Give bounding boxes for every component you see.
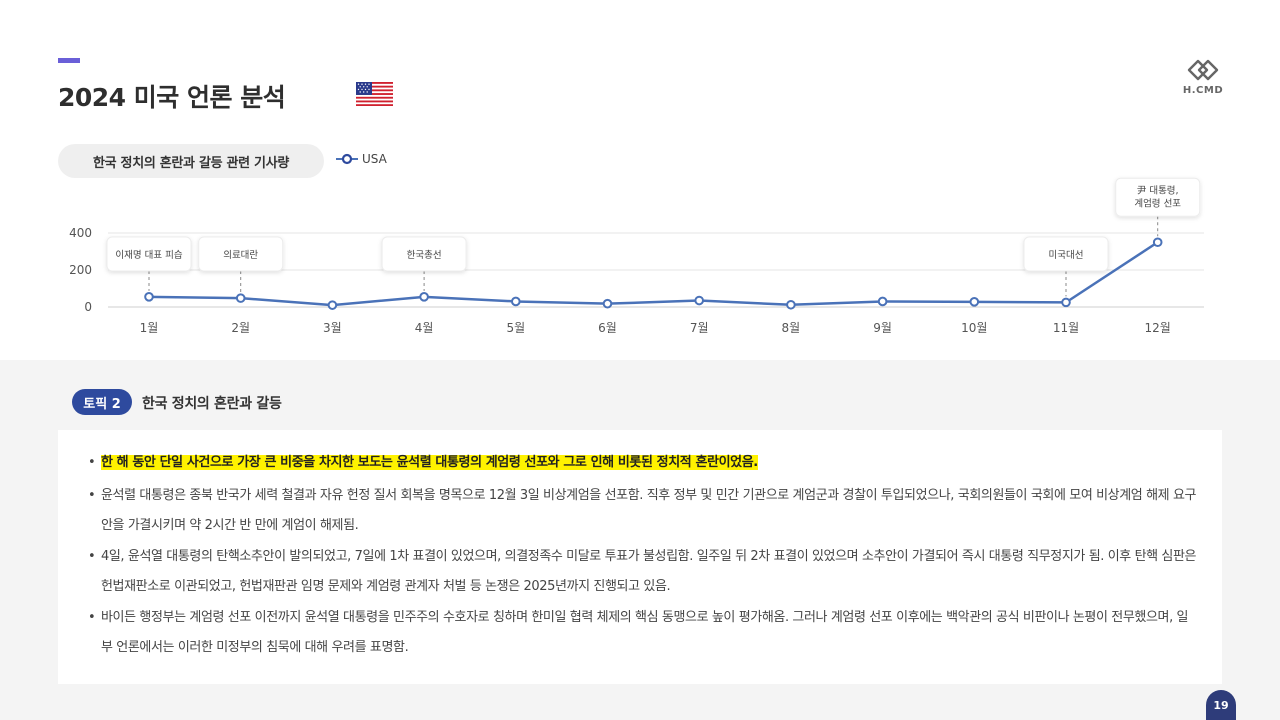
- bullet-dot-icon: •: [88, 488, 96, 503]
- bullet-dot-icon: •: [88, 549, 96, 564]
- x-tick-label: 4월: [415, 321, 434, 335]
- annotation-box: [1023, 236, 1109, 272]
- x-tick-label: 12월: [1145, 321, 1171, 335]
- x-tick-label: 11월: [1053, 321, 1079, 335]
- topic-title: 한국 정치의 혼란과 갈등: [142, 396, 282, 412]
- title-accent-bar: [58, 58, 80, 63]
- legend-label: USA: [362, 152, 387, 166]
- bullet-item: • 바이든 행정부는 계엄령 선포 이전까지 윤석열 대통령을 민주주의 수호자…: [88, 603, 1198, 663]
- data-point: [786, 299, 796, 310]
- annotation-label: 미국대선: [1049, 250, 1084, 261]
- x-tick-label: 3월: [323, 321, 342, 335]
- data-point: [602, 298, 613, 309]
- topic-badge: 토픽 2: [72, 389, 132, 415]
- annotation-box: [381, 236, 467, 272]
- x-tick-label: 8월: [782, 321, 801, 335]
- annotation-label: 한국총선: [407, 250, 442, 261]
- x-tick-label: 6월: [598, 321, 617, 335]
- company-logo: H.CMD: [1180, 56, 1226, 102]
- data-point: [877, 296, 888, 307]
- x-tick-label: 2월: [231, 321, 250, 335]
- data-point: [419, 292, 429, 302]
- bullet-item: • 윤석렬 대통령은 종북 반국가 세력 철결과 자유 헌정 질서 회복을 명목…: [88, 481, 1198, 541]
- bullet-text: 4일, 윤석열 대통령의 탄핵소추안이 발의되었고, 7일에 1차 표결이 있었…: [101, 549, 1197, 594]
- annotation-box: [198, 236, 284, 272]
- line-chart: 0 200 400 1월 2월 3월 4월 5월 6월 7월 8월 9월 10월 11월 12월 이재명 대표…: [69, 177, 1204, 335]
- bullet-dot-icon: •: [88, 455, 96, 470]
- annotation-box: [106, 236, 192, 272]
- bullet-dot-icon: •: [88, 610, 96, 625]
- data-point: [1061, 297, 1071, 308]
- data-point: [235, 293, 246, 303]
- bullet-item: • 4일, 윤석열 대통령의 탄핵소추안이 발의되었고, 7일에 1차 표결이 …: [88, 542, 1198, 602]
- legend-line-marker-icon: [336, 153, 358, 165]
- annotation-label: 계엄령 선포: [1134, 197, 1181, 209]
- x-tick-label: 9월: [873, 321, 892, 335]
- chart-title-pill: 한국 정치의 혼란과 갈등 관련 기사량: [58, 144, 324, 178]
- x-tick-label: 10월: [961, 321, 987, 335]
- bullet-item: • 한 해 동안 단일 사건으로 가장 큰 비중을 차지한 보도는 윤석렬 대통…: [88, 448, 1198, 478]
- annotation-label: 尹 대통령,: [1137, 184, 1179, 196]
- data-point: [511, 296, 521, 307]
- x-tick-label: 7월: [690, 321, 709, 335]
- y-tick-label: 400: [69, 226, 92, 240]
- bullet-text: 윤석렬 대통령은 종북 반국가 세력 철결과 자유 헌정 질서 회복을 명목으로…: [101, 488, 1197, 533]
- page-number: 19: [1206, 690, 1236, 720]
- bullet-text-highlighted: 한 해 동안 단일 사건으로 가장 큰 비중을 차지한 보도는 윤석렬 대통령의…: [101, 455, 758, 470]
- content-card: • 한 해 동안 단일 사건으로 가장 큰 비중을 차지한 보도는 윤석렬 대통…: [58, 430, 1222, 684]
- data-point: [327, 300, 338, 310]
- chart-legend: USA: [336, 152, 387, 166]
- page-title: 2024 미국 언론 분석: [58, 83, 286, 112]
- us-flag-icon: [356, 82, 393, 106]
- annotation-label: 의료대란: [223, 249, 258, 261]
- bullet-text: 바이든 행정부는 계엄령 선포 이전까지 윤석열 대통령을 민주주의 수호자로 …: [101, 610, 1189, 655]
- hcmd-logo-icon: [1187, 59, 1219, 81]
- data-point: [969, 297, 980, 307]
- y-tick-label: 0: [84, 300, 92, 314]
- x-tick-label: 1월: [140, 321, 159, 335]
- series-line: [148, 241, 1159, 307]
- y-tick-label: 200: [69, 263, 92, 277]
- annotation-label: 이재명 대표 피습: [115, 250, 182, 261]
- x-tick-label: 5월: [506, 321, 525, 335]
- annotation-box: [1115, 177, 1201, 217]
- data-point: [1152, 237, 1163, 248]
- data-point: [694, 295, 705, 306]
- logo-text: H.CMD: [1182, 85, 1224, 96]
- data-point: [144, 292, 154, 302]
